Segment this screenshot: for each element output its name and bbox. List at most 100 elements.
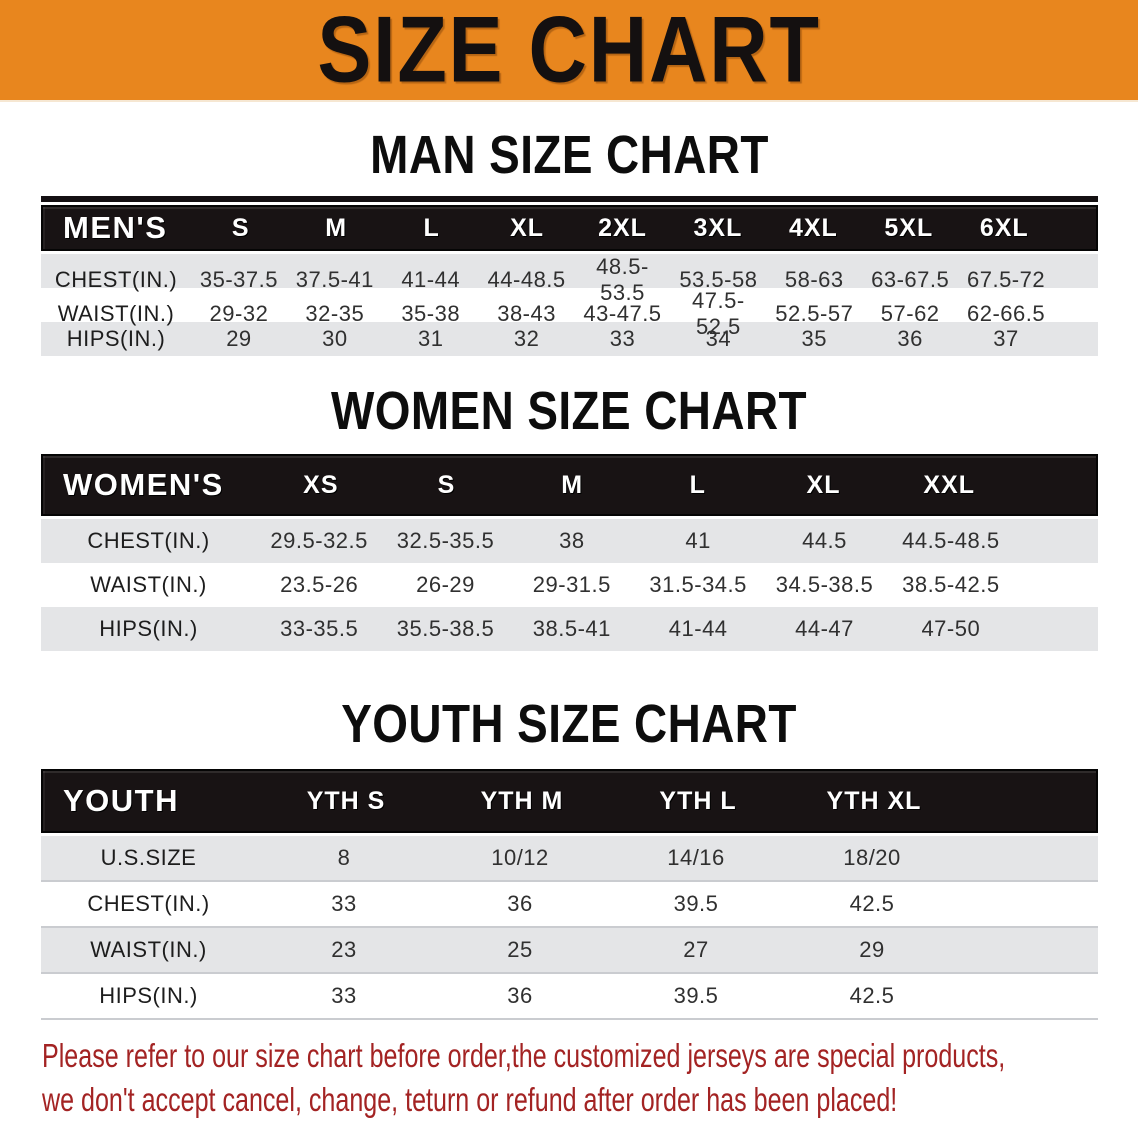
cell-value: 31.5-34.5 [649, 572, 747, 597]
women-size-chart-title: WOMEN SIZE CHART [330, 381, 807, 441]
cell-value: 38.5-41 [532, 616, 611, 641]
womens-size-table: WOMEN'S XS S M L XL XXL CHEST(IN.) 29.5-32.5 32.5… [41, 454, 1098, 651]
table-row: CHEST(IN.) 33 36 39.5 42.5 [41, 882, 1098, 928]
cell-value: 38 [559, 528, 585, 553]
cell-value: 23 [331, 937, 357, 962]
cell-value: 58-63 [784, 267, 844, 292]
table-header-row: WOMEN'S XS S M L XL XXL [41, 454, 1098, 516]
cell-value: 67.5-72 [966, 267, 1046, 292]
cell-value: 52.5-57 [775, 301, 854, 326]
table-header-row: YOUTH YTH S YTH M YTH L YTH XL [41, 769, 1098, 833]
cell-value: 48.5-53.5 [596, 254, 649, 305]
table-header-label: WOMEN'S [63, 467, 224, 502]
cell-value: 27 [683, 937, 709, 962]
table-row: HIPS(IN.) 33 36 39.5 42.5 [41, 974, 1098, 1020]
column-header: 6XL [979, 213, 1029, 242]
cell-value: 29 [859, 937, 885, 962]
table-row: U.S.SIZE 8 10/12 14/16 18/20 [41, 836, 1098, 882]
column-header: 5XL [884, 213, 934, 242]
row-label: HIPS(IN.) [99, 616, 198, 641]
cell-value: 53.5-58 [679, 267, 758, 292]
cell-value: 44-47 [795, 616, 854, 641]
row-label: CHEST(IN.) [87, 528, 210, 553]
table-row: CHEST(IN.) 35-37.5 37.5-41 41-44 44-48.5 48.5… [41, 254, 1098, 305]
column-header: YTH M [480, 786, 564, 815]
cell-value: 35.5-38.5 [396, 616, 495, 641]
table-row: WAIST(IN.) 29-32 32-35 35-38 38-43 43-47.5 47.… [41, 288, 1098, 339]
row-label: CHEST(IN.) [54, 267, 178, 292]
cell-value: 29 [226, 326, 252, 351]
size-chart-banner: SIZE CHART [0, 0, 1138, 102]
cell-value: 23.5-26 [280, 572, 359, 597]
cell-value: 37.5-41 [295, 267, 374, 292]
cell-value: 29-32 [209, 301, 269, 326]
cell-value: 33 [331, 983, 357, 1008]
cell-value: 10/12 [491, 845, 549, 870]
cell-value: 36 [507, 983, 533, 1008]
cell-value: 39.5 [673, 983, 719, 1008]
cell-value: 41 [685, 528, 711, 553]
cell-value: 29.5-32.5 [270, 528, 368, 553]
column-header: 4XL [788, 213, 838, 242]
cell-value: 30 [322, 326, 348, 351]
row-label: U.S.SIZE [100, 845, 197, 870]
cell-value: 41-44 [668, 616, 728, 641]
row-label: WAIST(IN.) [57, 301, 175, 326]
column-header: M [561, 470, 584, 499]
column-header: XXL [923, 470, 975, 499]
banner-title: SIZE CHART [317, 0, 821, 103]
cell-value: 32 [513, 326, 540, 351]
table-row: WAIST(IN.) 23.5-26 26-29 29-31.5 31.5-34.5 34… [41, 563, 1098, 607]
cell-value: 32-35 [305, 301, 365, 326]
cell-value: 44-48.5 [487, 267, 566, 292]
cell-value: 63-67.5 [871, 267, 950, 292]
cell-value: 37 [993, 326, 1019, 351]
cell-value: 14/16 [667, 845, 725, 870]
cell-value: 47-50 [921, 616, 981, 641]
column-header: YTH L [659, 786, 737, 815]
column-header: L [689, 470, 706, 499]
cell-value: 35 [801, 326, 828, 351]
youth-size-chart-title: YOUTH SIZE CHART [341, 694, 797, 754]
column-header: YTH S [306, 786, 386, 815]
row-label: WAIST(IN.) [90, 572, 207, 597]
cell-value: 32.5-35.5 [396, 528, 495, 553]
cell-value: 43-47.5 [583, 301, 662, 326]
cell-value: 31 [417, 326, 444, 351]
cell-value: 44.5 [802, 528, 847, 553]
row-label: HIPS(IN.) [66, 326, 166, 351]
footer-line-1: Please refer to our size chart before or… [42, 1037, 1006, 1074]
table-row: WAIST(IN.) 23 25 27 29 [41, 928, 1098, 974]
column-header: M [325, 213, 348, 242]
cell-value: 33 [609, 326, 636, 351]
cell-value: 35-38 [401, 301, 461, 326]
column-header: YTH XL [826, 786, 922, 815]
cell-value: 34 [705, 326, 732, 351]
cell-value: 38-43 [497, 301, 556, 326]
column-header: XL [806, 470, 841, 499]
cell-value: 25 [507, 937, 533, 962]
column-header: L [423, 213, 440, 242]
table-row: HIPS(IN.) 29 30 31 32 33 34 35 36 37 [41, 322, 1098, 356]
cell-value: 42.5 [849, 983, 895, 1008]
cell-value: 35-37.5 [199, 267, 278, 292]
table-top-rule [41, 196, 1098, 202]
table-header-label: MEN'S [63, 210, 168, 245]
cell-value: 18/20 [843, 845, 901, 870]
cell-value: 33 [331, 891, 357, 916]
mens-size-table: MEN'S S M L XL 2XL 3XL 4XL 5XL 6XL CHEST(IN.) 35-37… [41, 196, 1098, 356]
cell-value: 36 [507, 891, 533, 916]
row-label: HIPS(IN.) [99, 983, 198, 1008]
cell-value: 42.5 [849, 891, 895, 916]
cell-value: 62-66.5 [966, 301, 1046, 326]
youth-size-table: YOUTH YTH S YTH M YTH L YTH XL U.S.SIZE 8 10/12… [41, 769, 1098, 1020]
column-header: S [231, 213, 250, 242]
row-label: WAIST(IN.) [90, 937, 207, 962]
cell-value: 29-31.5 [532, 572, 611, 597]
column-header: S [437, 470, 456, 499]
cell-value: 8 [337, 845, 351, 870]
cell-value: 47.5-52.5 [692, 288, 745, 339]
table-row: CHEST(IN.) 29.5-32.5 32.5-35.5 38 41 44.5 44.5… [41, 519, 1098, 563]
cell-value: 39.5 [673, 891, 719, 916]
footer-note: Please refer to our size chart before or… [42, 1034, 1138, 1122]
